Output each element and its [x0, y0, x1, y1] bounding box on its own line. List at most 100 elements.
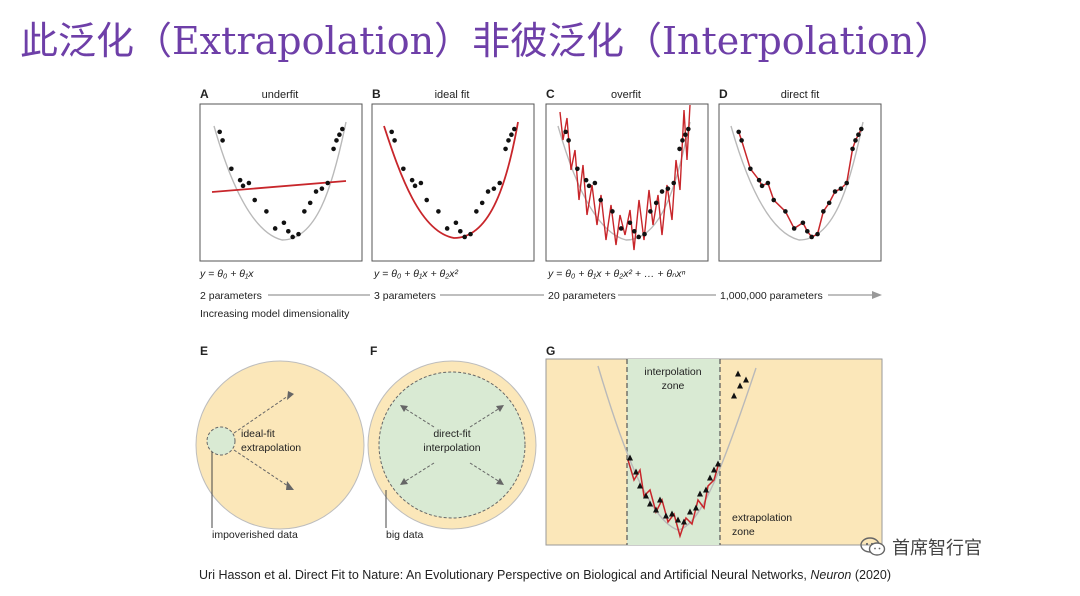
dimensionality-label: Increasing model dimensionality — [200, 308, 350, 320]
label: ideal-fit — [241, 428, 275, 440]
plot-frame — [718, 103, 882, 262]
panel-letter: G — [546, 344, 555, 358]
data-point — [313, 189, 319, 194]
data-point — [671, 180, 677, 186]
data-triangle — [737, 382, 743, 389]
panel-letter: B — [372, 87, 381, 101]
data-point — [485, 189, 491, 194]
interpolation-arrow — [469, 407, 501, 428]
interpolation-arrow — [469, 462, 501, 483]
data-triangle — [711, 466, 717, 473]
data-triangle — [647, 500, 653, 507]
training-data-circle — [206, 426, 236, 456]
data-point — [653, 200, 659, 206]
data-point — [586, 183, 592, 189]
data-point — [296, 231, 301, 237]
fit-line — [627, 459, 719, 539]
data-point — [512, 126, 517, 132]
data-point — [850, 146, 855, 152]
data-triangle — [637, 482, 643, 489]
data-point — [791, 226, 797, 231]
equation: y = θ₀ + θ₁x + θ₂x² — [373, 268, 458, 280]
data-point — [809, 234, 814, 240]
data-point — [610, 209, 615, 214]
data-point — [765, 180, 771, 186]
data-point — [783, 209, 788, 214]
data-point — [331, 146, 336, 152]
data-triangle — [731, 392, 737, 399]
citation-text: Uri Hasson et al. Direct Fit to Nature: … — [199, 568, 811, 582]
citation-year: (2020) — [851, 568, 891, 582]
data-point — [815, 231, 820, 237]
data-point — [632, 228, 637, 234]
data-point — [281, 220, 287, 226]
true-curve — [213, 121, 347, 241]
citation: Uri Hasson et al. Direct Fit to Nature: … — [199, 568, 891, 582]
data-space-circle — [195, 360, 365, 530]
data-triangle — [693, 504, 699, 511]
data-point — [462, 234, 467, 240]
data-point — [838, 186, 844, 191]
interpolation-arrow — [403, 407, 435, 428]
data-points — [627, 370, 749, 525]
data-point — [859, 126, 864, 132]
data-point — [566, 138, 571, 143]
data-triangle — [669, 510, 675, 517]
data-points — [563, 126, 691, 240]
data-point — [575, 166, 580, 172]
data-point — [648, 209, 653, 214]
data-point — [325, 180, 331, 186]
data-point — [636, 234, 641, 240]
wechat-icon — [860, 537, 886, 556]
panel-d: D direct fit — [718, 87, 882, 262]
data-point — [409, 177, 415, 183]
data-point — [412, 183, 418, 189]
plot-frame — [371, 103, 535, 262]
data-triangle — [663, 512, 669, 519]
data-point — [302, 209, 307, 214]
data-triangle — [687, 508, 693, 515]
citation-journal: Neuron — [810, 568, 852, 582]
data-point — [627, 220, 633, 226]
data-point — [418, 180, 424, 186]
data-triangle — [703, 486, 709, 493]
zone-label: zone — [732, 526, 755, 538]
data-point — [474, 209, 479, 214]
panel-letter: F — [370, 344, 377, 358]
param-label-2: 2 parameters — [200, 290, 262, 302]
data-point — [392, 138, 397, 143]
data-point — [246, 180, 252, 186]
data-point — [665, 186, 671, 191]
data-point — [252, 197, 258, 203]
data-point — [217, 129, 222, 135]
data-point — [583, 177, 589, 183]
data-point — [853, 138, 858, 143]
data-point — [592, 180, 598, 186]
panel-b: B ideal fit y = θ₀ + θ₁x + θ₂x² — [371, 87, 535, 280]
data-points — [217, 126, 345, 240]
data-point — [805, 228, 810, 234]
data-triangle — [657, 496, 663, 503]
data-point — [748, 166, 753, 172]
data-point — [334, 138, 339, 143]
data-point — [237, 177, 243, 183]
data-point — [677, 146, 682, 152]
data-points — [736, 126, 864, 240]
fit-curve — [559, 104, 691, 251]
arrow-head — [287, 391, 294, 400]
data-point — [319, 186, 325, 191]
panel-letter: A — [200, 87, 209, 101]
data-point — [229, 166, 234, 172]
panel-title: direct fit — [781, 89, 820, 101]
data-point — [736, 129, 741, 135]
data-triangle — [707, 474, 713, 481]
data-point — [340, 126, 345, 132]
data-point — [756, 177, 762, 183]
label: extrapolation — [241, 442, 301, 454]
panel-letter: E — [200, 344, 208, 358]
data-triangle — [697, 490, 703, 497]
slide-title: 此泛化（Extrapolation）非彼泛化（Interpolation） — [20, 19, 953, 63]
true-curve — [730, 121, 864, 241]
panel-letter: C — [546, 87, 555, 101]
